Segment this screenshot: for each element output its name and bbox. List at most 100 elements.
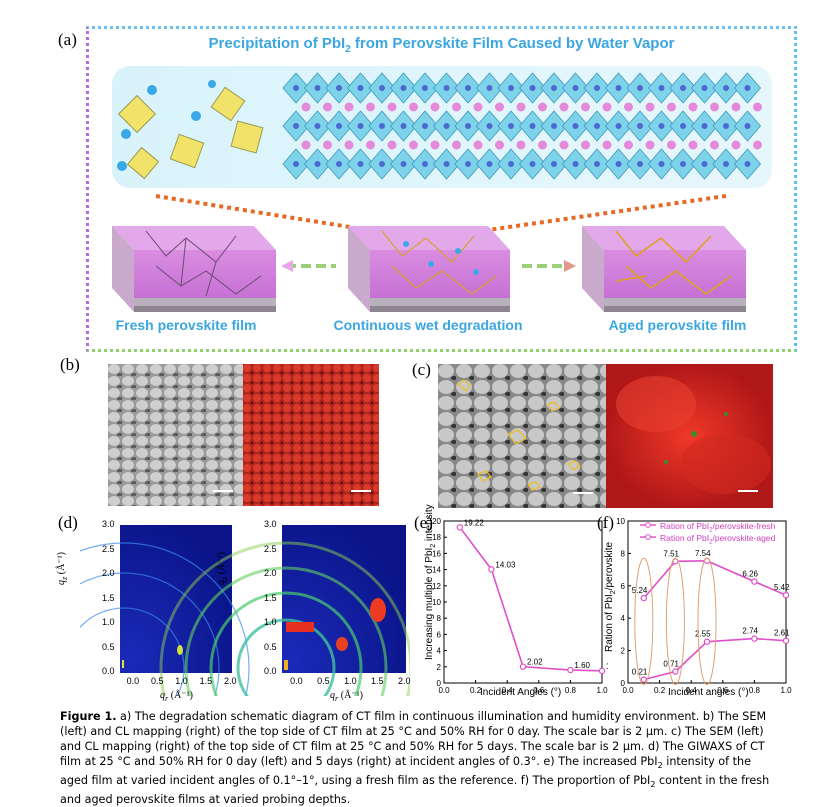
ytick-label: 12 [432, 582, 441, 591]
xtick-label: 0.4 [502, 686, 514, 695]
giwaxs-left-xtick: 0.0 [126, 676, 140, 686]
giwaxs-left-xtick: 0.5 [150, 676, 164, 686]
giwaxs-right-ylabel: qz (Å⁻¹) [216, 552, 229, 585]
legend-aged: Ration of PbI2/perovskite-aged [660, 533, 776, 546]
xtick-label: 0.6 [533, 686, 545, 695]
data-label: 2.02 [527, 658, 543, 667]
giwaxs-left-xlabel: qr (Å⁻¹) [160, 690, 193, 703]
chart-f-xlabel: Incident angles (°) [668, 687, 749, 698]
highlight-ellipse [665, 557, 685, 686]
xtick-label: 0.8 [565, 686, 577, 695]
xtick-label: 1.0 [780, 686, 792, 695]
cl-mapping-fresh [243, 364, 379, 506]
data-point [640, 676, 648, 683]
giwaxs-right-xtick: 1.5 [371, 676, 384, 686]
data-point [519, 663, 527, 670]
data-label: 2.74 [742, 627, 758, 636]
data-point [782, 637, 790, 644]
chart-e-xlabel: Incident Angles (°) [480, 687, 562, 698]
series-line [459, 526, 603, 672]
panel-label-f: (f) [597, 513, 614, 532]
data-label: 7.54 [695, 549, 711, 558]
xtick-label: 0.6 [717, 686, 729, 695]
data-label: 6.26 [742, 570, 758, 579]
data-point [782, 591, 790, 599]
legend-fresh: Ration of PbI2/perovskite-fresh [660, 521, 776, 534]
giwaxs-right-ytick: 0.0 [264, 666, 277, 677]
ytick-label: 4 [437, 647, 442, 656]
xtick-label: 0.0 [622, 686, 634, 695]
ytick-label: 8 [437, 614, 442, 623]
giwaxs-right-xtick: 2.0 [398, 676, 411, 686]
ytick-label: 6 [621, 582, 626, 591]
ytick-label: 0 [621, 679, 626, 688]
film-wet [348, 226, 510, 312]
giwaxs-right-ytick: 1.0 [264, 617, 277, 628]
caption-wet-degradation: Continuous wet degradation [333, 317, 523, 333]
giwaxs-left-ytick: 3.0 [102, 519, 115, 529]
data-label: 7.51 [663, 549, 679, 558]
data-label: 2.55 [695, 630, 711, 639]
perovskite-octahedra [282, 72, 762, 180]
caption-fresh-film: Fresh perovskite film [115, 317, 257, 333]
data-label: 5.42 [774, 583, 790, 592]
data-point [703, 638, 711, 645]
plot-frame [627, 520, 787, 684]
giwaxs-left-xtick: 1.0 [175, 676, 188, 686]
giwaxs-left-xtick: 2.0 [224, 676, 237, 686]
xtick-label: 0.8 [749, 686, 761, 695]
giwaxs-right-xtick: 0.0 [290, 676, 303, 686]
ytick-label: 2 [621, 647, 626, 656]
ytick-label: 18 [432, 533, 441, 542]
plot-frame [443, 520, 603, 684]
giwaxs-left-ytick: 0.5 [102, 641, 115, 652]
xtick-label: 0.4 [686, 686, 698, 695]
data-label: 19.22 [464, 518, 485, 527]
giwaxs-right-ytick: 1.5 [264, 592, 277, 603]
film-fresh [112, 226, 276, 312]
data-point [751, 635, 758, 642]
giwaxs-right-ytick: 3.0 [264, 519, 277, 529]
highlight-ellipse [697, 557, 717, 686]
data-point [567, 666, 574, 674]
giwaxs-left-ytick: 2.0 [102, 568, 115, 579]
data-point [456, 524, 464, 531]
giwaxs-right-xtick: 1.0 [344, 676, 357, 686]
pbi2-crystals [117, 86, 264, 180]
caption-aged-film: Aged perovskite film [608, 317, 747, 333]
giwaxs-right-ytick: 0.5 [264, 641, 277, 652]
schematic-title: Precipitation of PbI2 from Perovskite Fi… [208, 35, 675, 55]
ytick-label: 20 [432, 517, 441, 526]
chart-e-ylabel: Increasing multiple of PbI2 intensity [424, 504, 437, 660]
xtick-label: 0.2 [470, 686, 482, 695]
giwaxs-right-xtick: 0.5 [317, 676, 330, 686]
xtick-label: 1.0 [596, 686, 608, 695]
data-point [488, 566, 495, 573]
ytick-label: 16 [432, 549, 441, 558]
data-label: 0.71 [663, 659, 679, 668]
panel-label-e: (e) [414, 513, 433, 532]
data-label: 1.50 [606, 662, 608, 671]
ytick-label: 8 [621, 549, 626, 558]
ytick-label: 10 [432, 598, 441, 607]
highlight-ellipse [634, 557, 654, 686]
ytick-label: 2 [437, 663, 442, 672]
chart-f: 0 2 4 6 8 10 0.0 0.2 0.4 0.6 0.8 1.0 5.24 7.51 7.54 6.2… [616, 517, 792, 695]
giwaxs-left-ytick: 1.0 [102, 617, 115, 628]
data-point [640, 594, 648, 602]
panel-label-c: (c) [412, 360, 431, 379]
giwaxs-plots [80, 525, 410, 696]
legend-marker-fresh [645, 522, 651, 528]
chart-f-ylabel: Ration of PbI2/perovskite [604, 541, 617, 652]
panel-label-d: (d) [58, 513, 78, 532]
ytick-label: 14 [432, 566, 441, 575]
giwaxs-right-xlabel: qr (Å⁻¹) [330, 690, 363, 703]
chart-e: 0 2 4 6 8 10 12 14 16 18 20 0.0 0.2 0.4 0.6 0.8 1.0 19.22… [432, 517, 608, 695]
xtick-label: 0.0 [438, 686, 450, 695]
ytick-label: 10 [616, 517, 625, 526]
film-aged [582, 226, 746, 312]
giwaxs-left-xtick: 1.5 [199, 676, 213, 686]
schematic-frame [86, 26, 797, 352]
giwaxs-left-ylabel: qz (Å⁻¹) [56, 552, 69, 585]
ytick-label: 0 [437, 679, 442, 688]
